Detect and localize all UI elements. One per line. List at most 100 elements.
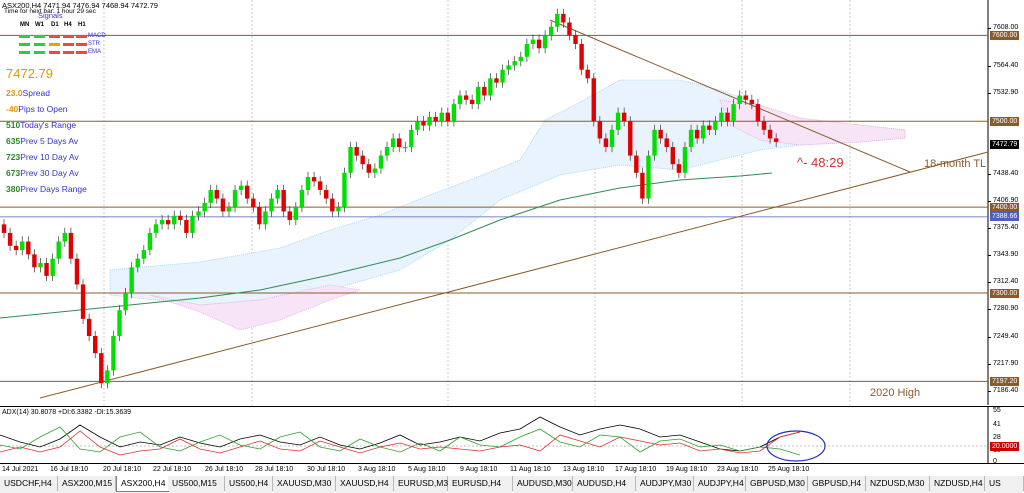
chart-tab[interactable]: USDCHF,H4 <box>0 476 58 491</box>
chart-subtitle: Time for next bar: 1 hour 29 sec <box>4 8 96 15</box>
time-axis-label: 5 Aug 18:10 <box>408 466 446 473</box>
candle <box>397 133 402 153</box>
candle <box>324 184 329 204</box>
candle <box>220 193 226 217</box>
candle <box>263 206 268 230</box>
candle <box>603 133 609 153</box>
candle <box>214 184 219 204</box>
candle <box>80 279 86 324</box>
candle <box>530 34 536 50</box>
signal-cell <box>76 51 87 54</box>
signal-row-ema: EMA <box>88 49 102 55</box>
candle <box>74 253 80 290</box>
chart-tab[interactable]: AUDJPY,M30 <box>636 476 694 491</box>
chart-tab[interactable]: XAUUSD,M30 <box>273 476 336 491</box>
signal-cell <box>49 43 60 46</box>
info-today-range: 510Today's Range <box>6 120 76 130</box>
candle <box>56 236 61 264</box>
price-tick-mark <box>988 336 991 338</box>
candle <box>415 116 420 135</box>
candle <box>165 214 171 230</box>
candle <box>658 124 663 144</box>
candle <box>202 197 207 217</box>
chart-tab[interactable]: AUDJPY,H4 <box>694 476 746 491</box>
time-axis-label: 14 Jul 2021 <box>2 466 39 473</box>
candle <box>336 202 341 217</box>
adx-plus-di-line <box>0 426 801 456</box>
adx-tick-label: 55 <box>993 407 1001 414</box>
signals-label: Signals <box>38 11 63 20</box>
candle <box>1 219 7 239</box>
candle <box>676 159 682 178</box>
info-prev30: 673Prev 30 Day Av <box>6 168 79 178</box>
candle <box>366 159 371 178</box>
chart-tab[interactable]: EURUSD,M30 <box>394 476 453 491</box>
chart-tab[interactable]: GBPUSD,H4 <box>808 476 866 491</box>
candle <box>445 107 451 127</box>
adx-main-line <box>0 416 801 452</box>
chart-tab[interactable]: GBPUSD,M30 <box>746 476 808 491</box>
prev30-value: 673 <box>6 168 21 178</box>
candle <box>469 94 475 110</box>
chart-title: ASX200,H4 7471.94 7476.94 7468.94 7472.7… <box>2 1 158 10</box>
candle <box>463 90 469 105</box>
time-axis-label: 13 Aug 18:10 <box>563 466 605 473</box>
candle <box>433 111 438 127</box>
pips-value: -40 <box>6 104 19 114</box>
chart-tab[interactable]: AUDUSD,H4 <box>573 476 636 491</box>
chart-tab[interactable]: NZDUSD,H4 <box>930 476 985 491</box>
candle <box>549 21 554 41</box>
time-axis-label: 11 Aug 18:10 <box>510 466 551 473</box>
candle <box>652 124 657 161</box>
candle <box>129 262 134 299</box>
uptrend-line <box>39 151 989 399</box>
ema-line <box>0 172 773 319</box>
price-level-badge: 7600.00 <box>990 30 1020 40</box>
signal-cell <box>76 35 87 38</box>
candle <box>184 214 189 239</box>
candle <box>238 180 244 196</box>
candle <box>330 193 335 217</box>
candle <box>299 184 305 213</box>
candle <box>342 167 347 213</box>
price-tick-mark <box>988 255 991 257</box>
candle <box>190 210 195 239</box>
price-chart-pane[interactable]: ASX200,H4 7471.94 7476.94 7468.94 7472.7… <box>0 0 1024 405</box>
signal-cell <box>49 35 60 38</box>
price-tick-label: 7406.90 <box>993 197 1019 205</box>
chart-tab[interactable]: EURUSD,H4 <box>448 476 513 491</box>
time-axis-label: 30 Jul 18:10 <box>307 466 346 473</box>
candle <box>38 257 43 273</box>
candle <box>147 227 153 256</box>
candle <box>26 236 31 260</box>
candle <box>773 133 779 148</box>
chart-tab[interactable]: US500,M15 <box>168 476 225 491</box>
signal-cell <box>34 43 45 46</box>
signal-cell <box>63 51 74 54</box>
signal-cell <box>34 51 45 54</box>
chart-tab[interactable]: AUDUSD,M30 <box>513 476 573 491</box>
adx-tick-label: 41 <box>993 421 1001 428</box>
time-axis-label: 16 Jul 18:10 <box>50 466 89 473</box>
chart-tab[interactable]: XAUUSD,H4 <box>336 476 394 491</box>
time-axis-label: 25 Aug 18:10 <box>768 466 810 473</box>
signal-cell <box>63 43 74 46</box>
chart-tab[interactable]: ASX200,M15 <box>58 476 116 491</box>
info-prev10: 723Prev 10 Day Av <box>6 152 79 162</box>
price-level-badge: 7197.20 <box>990 376 1020 386</box>
time-axis: 14 Jul 2021 16 Jul 18:10 20 Jul 18:10 22 Ju… <box>0 463 1024 477</box>
candle <box>245 180 250 204</box>
candle <box>749 94 755 110</box>
chart-tab[interactable]: US <box>985 476 1024 491</box>
candle <box>646 150 651 204</box>
tf-d1: D1 <box>51 22 59 28</box>
candle <box>701 120 706 144</box>
chart-tab[interactable]: NZDUSD,M30 <box>866 476 930 491</box>
adx-indicator-pane[interactable]: ADX(14) 30.8078 +DI:6.3382 -DI:15.3639 5… <box>0 406 1024 465</box>
price-tick-label: 7186.40 <box>993 386 1019 394</box>
candle <box>579 38 584 75</box>
chart-tab[interactable]: ASX200,H4 <box>116 476 169 492</box>
candle <box>555 8 560 32</box>
chart-tab[interactable]: US500,H4 <box>225 476 273 491</box>
signal-cell <box>34 35 45 38</box>
